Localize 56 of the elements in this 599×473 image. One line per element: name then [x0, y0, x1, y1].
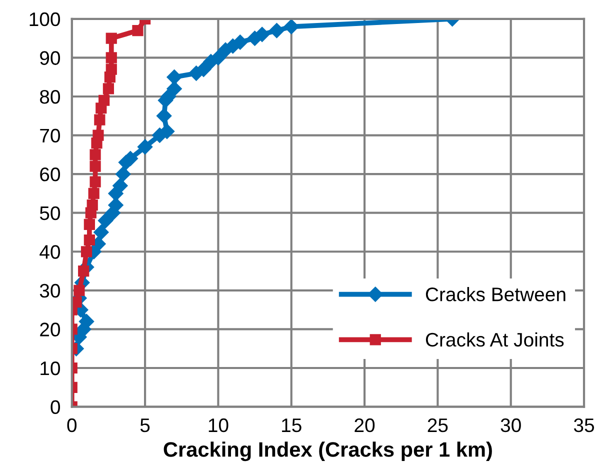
point — [166, 70, 182, 85]
y-tick-label: 20 — [40, 322, 60, 336]
point — [106, 52, 117, 64]
point — [86, 200, 98, 211]
point — [102, 83, 114, 94]
y-tick-label: 30 — [40, 284, 60, 298]
x-tick-label: 35 — [574, 418, 594, 432]
y-tick-label: 10 — [40, 361, 60, 376]
point — [116, 166, 131, 182]
y-tick-label: 40 — [40, 245, 60, 259]
x-tick-label: 5 — [140, 418, 150, 432]
point — [210, 50, 226, 66]
point — [98, 213, 114, 228]
x-tick-label: 30 — [500, 418, 521, 432]
legend-label: Cracks At Joints — [426, 332, 564, 347]
point — [74, 284, 85, 296]
x-tick-label: 15 — [282, 418, 302, 432]
point — [232, 34, 248, 50]
point — [254, 26, 270, 42]
point — [84, 234, 95, 246]
point — [92, 130, 104, 141]
x-tick-label: 0 — [67, 418, 77, 432]
x-tick-label: 25 — [428, 418, 448, 432]
point — [90, 149, 101, 160]
legend-label: Cracks Between — [426, 287, 566, 302]
x-tick-label: 20 — [354, 418, 375, 432]
point — [196, 62, 212, 77]
point — [166, 81, 182, 96]
x-axis-title: Cracking Index (Cracks per 1 km) — [164, 442, 492, 462]
point — [90, 176, 101, 188]
point — [112, 178, 128, 194]
point — [94, 224, 109, 240]
point — [156, 108, 172, 124]
y-tick-label: 100 — [30, 12, 60, 26]
y-tick-label: 0 — [50, 400, 60, 414]
point — [88, 188, 100, 200]
point — [84, 218, 95, 230]
point — [284, 19, 299, 34]
point — [90, 160, 101, 172]
point — [106, 32, 117, 44]
point — [137, 139, 153, 154]
point — [106, 64, 117, 75]
point — [269, 22, 284, 38]
point — [98, 94, 110, 106]
y-tick-label: 60 — [40, 168, 60, 182]
point — [80, 246, 92, 258]
point — [132, 25, 144, 36]
y-tick-label: 80 — [40, 90, 60, 104]
y-tick-label: 70 — [40, 128, 60, 143]
point — [159, 124, 175, 139]
y-tick-label: 50 — [40, 206, 60, 220]
point — [94, 114, 106, 126]
x-tick-label: 10 — [208, 418, 228, 432]
point — [72, 296, 82, 308]
point — [78, 265, 90, 277]
y-tick-label: 90 — [40, 51, 60, 65]
